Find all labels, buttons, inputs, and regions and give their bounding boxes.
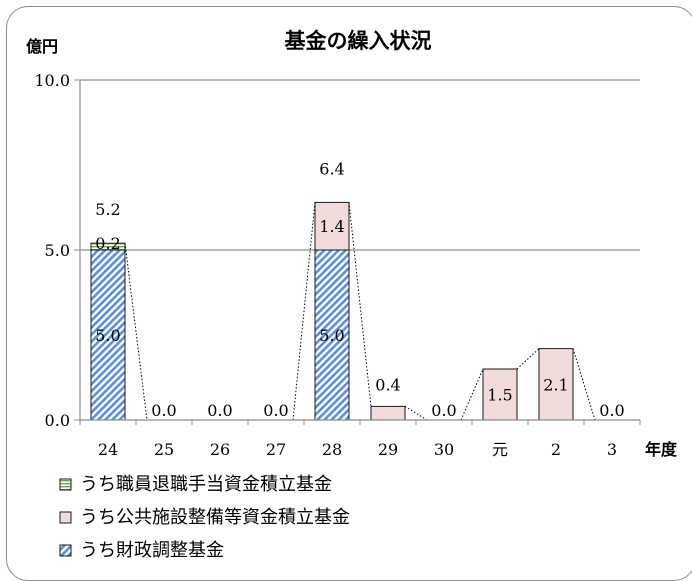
legend-swatch <box>59 478 72 491</box>
series-connector <box>572 348 596 421</box>
total-label: 0.0 <box>263 401 288 420</box>
x-tick-label: 27 <box>266 440 286 459</box>
series-connector <box>124 243 148 421</box>
total-label: 0.4 <box>375 375 400 394</box>
data-label: 5.0 <box>319 326 344 345</box>
legend-label: うち公共施設整備等資金積立基金 <box>80 507 350 528</box>
bar-segment <box>370 405 406 421</box>
x-tick-label: 24 <box>98 440 118 459</box>
total-label: 0.0 <box>207 401 232 420</box>
x-tick-label: 28 <box>322 440 342 459</box>
data-label: 1.5 <box>487 386 512 405</box>
series-connector <box>516 348 540 370</box>
bar-segment <box>90 242 126 251</box>
x-axis-label: 年度 <box>645 440 678 459</box>
bar-segment <box>314 201 350 251</box>
total-label: 0.0 <box>599 401 624 420</box>
legend-swatch <box>59 511 72 524</box>
series-connector <box>404 405 428 421</box>
series-connector <box>292 202 316 421</box>
series-connector <box>348 202 372 407</box>
series-connector <box>460 368 484 421</box>
bar-segment <box>90 249 126 421</box>
total-label: 0.0 <box>431 401 456 420</box>
x-tick-label: 25 <box>154 440 174 459</box>
y-tick-label: 0.0 <box>45 411 70 430</box>
total-label: 5.2 <box>95 200 120 219</box>
chart-title: 基金の繰入状況 <box>285 29 432 53</box>
x-tick-label: 30 <box>434 440 454 459</box>
data-label: 1.4 <box>319 217 344 236</box>
x-tick-label: 元 <box>492 440 508 459</box>
x-tick-label: 2 <box>551 440 561 459</box>
y-tick-label: 5.0 <box>45 241 70 260</box>
y-tick-label: 10.0 <box>34 71 70 90</box>
x-tick-label: 3 <box>607 440 617 459</box>
data-label: 0.2 <box>95 234 120 253</box>
x-tick-label: 26 <box>210 440 230 459</box>
x-tick-label: 29 <box>378 440 398 459</box>
data-label: 5.0 <box>95 326 120 345</box>
legend-label: うち財政調整基金 <box>80 540 224 561</box>
total-label: 0.0 <box>151 401 176 420</box>
legend-label: うち職員退職手当資金積立基金 <box>80 474 332 495</box>
total-label: 6.4 <box>319 159 344 178</box>
y-axis-label: 億円 <box>26 37 58 56</box>
legend-swatch <box>59 544 72 557</box>
data-label: 2.1 <box>543 375 568 394</box>
